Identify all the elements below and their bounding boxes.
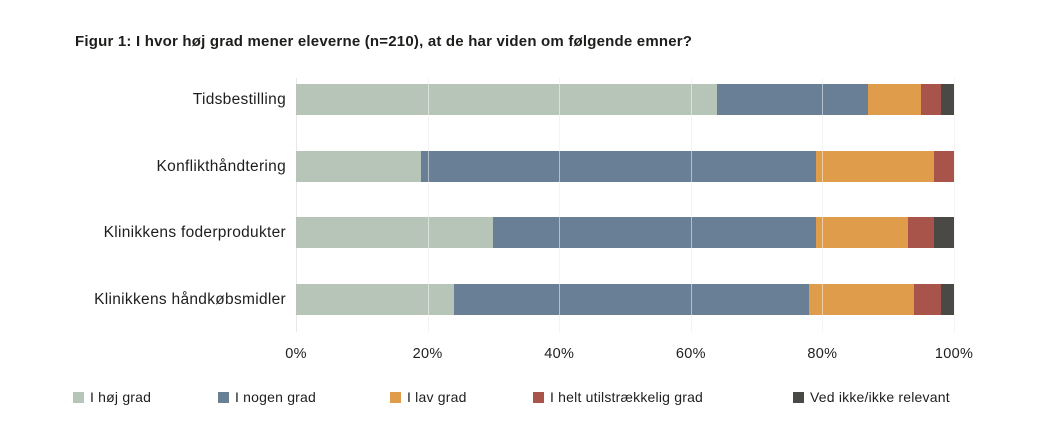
category-label: Klinikkens foderprodukter — [103, 224, 286, 241]
bar-segment — [815, 150, 935, 182]
legend-item: I helt utilstrækkelig grad — [533, 389, 703, 405]
legend-swatch-icon — [73, 391, 84, 403]
gridline-overlay — [427, 78, 429, 332]
legend-swatch-icon — [533, 391, 544, 403]
x-tick-label: 40% — [544, 346, 575, 362]
bar-segment — [453, 283, 810, 315]
bar-segment — [493, 217, 816, 248]
legend-label: I nogen grad — [235, 389, 317, 405]
legend-swatch-icon — [218, 391, 229, 403]
legend-label: Ved ikke/ikke relevant — [810, 389, 950, 405]
bar-segment — [296, 217, 494, 248]
gridline — [296, 78, 297, 332]
bar-segment — [934, 217, 954, 248]
bar-segment — [914, 283, 941, 315]
bar-segment — [421, 150, 816, 182]
bar-row — [296, 283, 954, 315]
bar-segment — [296, 84, 718, 115]
bar-segment — [296, 283, 454, 315]
x-axis: 0% 20% 40% 60% 80% 100% — [0, 346, 1063, 366]
bar-row — [296, 217, 954, 248]
legend-item: I høj grad — [73, 389, 151, 405]
x-tick-label: 80% — [807, 346, 838, 362]
bar-segment — [296, 150, 422, 182]
bar-segment — [940, 84, 954, 115]
gridline-overlay — [690, 78, 692, 332]
bar-segment — [921, 84, 941, 115]
legend-item: I nogen grad — [218, 389, 316, 405]
legend-label: I høj grad — [90, 389, 152, 405]
bar-segment — [868, 84, 922, 115]
gridline-overlay — [954, 78, 955, 332]
legend-label: I helt utilstrækkelig grad — [550, 389, 704, 405]
bar-segment — [717, 84, 869, 115]
gridline-overlay — [559, 78, 561, 332]
category-label: Klinikkens håndkøbsmidler — [94, 290, 286, 308]
legend-label: I lav grad — [407, 389, 467, 405]
plot-area — [296, 78, 955, 332]
legend-item: Ved ikke/ikke relevant — [793, 389, 950, 405]
gridline-overlay — [822, 78, 824, 332]
bar-segment — [809, 283, 915, 315]
legend: I høj grad I nogen grad I lav grad I helt u… — [0, 389, 1063, 409]
category-label: Konflikthåndtering — [156, 157, 286, 175]
bar-row — [296, 84, 954, 115]
bar-segment — [907, 217, 935, 248]
legend-swatch-icon — [390, 391, 401, 403]
legend-item: I lav grad — [390, 389, 467, 405]
bar-segment — [934, 150, 954, 182]
chart-title: Figur 1: I hvor høj grad mener eleverne … — [75, 33, 693, 50]
x-tick-label: 20% — [412, 346, 443, 362]
x-tick-label: 100% — [934, 346, 974, 362]
legend-swatch-icon — [793, 391, 804, 403]
bar-segment — [815, 217, 908, 248]
x-tick-label: 0% — [285, 346, 307, 362]
category-label: Tidsbestilling — [192, 91, 286, 108]
x-tick-label: 60% — [675, 346, 706, 362]
bar-row — [296, 150, 954, 182]
bar-segment — [940, 283, 954, 315]
